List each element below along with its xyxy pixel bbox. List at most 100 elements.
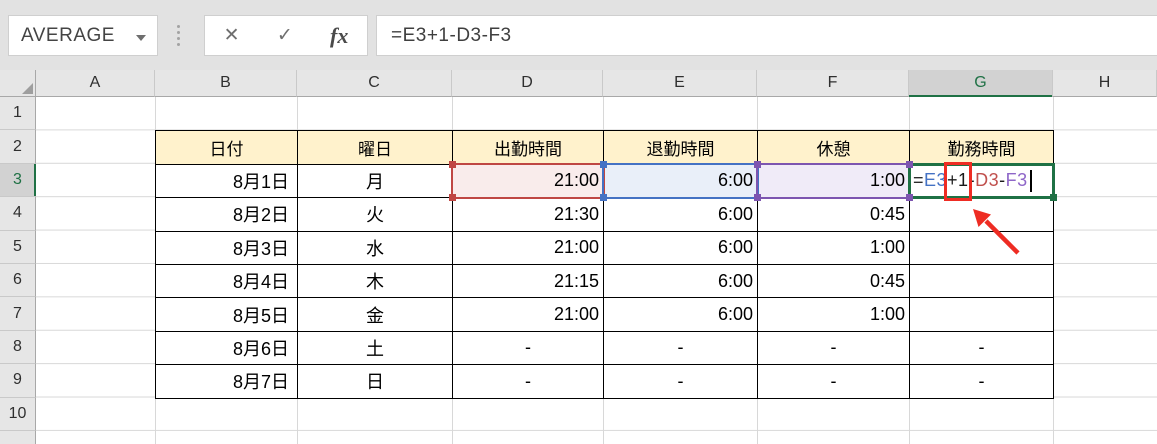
cell-C3[interactable]: 月: [298, 164, 453, 199]
cell-B2[interactable]: 日付: [156, 131, 298, 165]
range-handle[interactable]: [754, 194, 761, 202]
cell-E3-value: 6:00: [717, 170, 753, 191]
cell-D9[interactable]: -: [453, 365, 604, 399]
column-header-E[interactable]: E: [603, 70, 757, 97]
name-box-value: AVERAGE: [21, 24, 115, 46]
cell-E8[interactable]: -: [604, 331, 758, 366]
cell-F2[interactable]: 休憩: [758, 131, 910, 165]
cell-E7[interactable]: 6:00: [604, 298, 758, 332]
cell-B3[interactable]: 8月1日: [156, 164, 298, 199]
fill-handle[interactable]: [1050, 194, 1057, 202]
text-cursor: [1029, 169, 1032, 192]
formula-run-ref-D3: D3: [975, 170, 1000, 191]
cell-B9[interactable]: 8月7日: [156, 365, 298, 399]
row-header-9[interactable]: 9: [0, 364, 36, 398]
row-header-4[interactable]: 4: [0, 197, 36, 231]
select-all-corner[interactable]: [0, 70, 36, 97]
cell-G3-formula[interactable]: = E3 +1 - D3 - F3: [908, 162, 1057, 202]
cell-B8[interactable]: 8月6日: [156, 331, 298, 366]
cell-D4[interactable]: 21:30: [453, 198, 604, 232]
row-headers: 1 2 3 4 5 6 7 8 9 10: [0, 97, 36, 444]
cell-F9[interactable]: -: [758, 365, 910, 399]
worksheet: A B C D E F G H 1 2 3 4 5 6 7 8 9 10 日付 …: [0, 70, 1157, 444]
cell-C9[interactable]: 日: [298, 365, 453, 399]
cell-F3[interactable]: 1:00: [754, 160, 913, 202]
formula-bar-input[interactable]: =E3+1-D3-F3: [376, 15, 1157, 56]
cell-F5[interactable]: 1:00: [758, 231, 910, 265]
cell-E6[interactable]: 6:00: [604, 264, 758, 299]
formula-run-ref-E3: E3: [924, 170, 948, 191]
cell-B5[interactable]: 8月3日: [156, 231, 298, 265]
name-box[interactable]: AVERAGE: [8, 15, 158, 56]
insert-function-icon[interactable]: fx: [330, 22, 349, 48]
cell-G9[interactable]: -: [910, 365, 1054, 399]
row-header-1[interactable]: 1: [0, 97, 36, 131]
cell-B4[interactable]: 8月2日: [156, 198, 298, 232]
column-header-B[interactable]: B: [155, 70, 297, 97]
formula-run: -: [999, 170, 1006, 191]
cell-G6[interactable]: [910, 264, 1054, 299]
cell-D7[interactable]: 21:00: [453, 298, 604, 332]
cancel-icon[interactable]: ✕: [223, 25, 240, 46]
cell-C4[interactable]: 火: [298, 198, 453, 232]
column-header-C[interactable]: C: [297, 70, 452, 97]
row-header-10[interactable]: 10: [0, 397, 36, 431]
range-handle[interactable]: [906, 160, 913, 168]
formula-buttons: ✕ ✓ fx: [204, 15, 368, 56]
cell-G4[interactable]: [910, 198, 1054, 232]
column-header-G[interactable]: G: [909, 70, 1053, 97]
formula-run: -: [968, 170, 976, 191]
cell-E5[interactable]: 6:00: [604, 231, 758, 265]
name-box-dropdown-icon[interactable]: [136, 35, 146, 41]
column-header-A[interactable]: A: [36, 70, 155, 97]
range-handle[interactable]: [449, 160, 456, 168]
cell-D6[interactable]: 21:15: [453, 264, 604, 299]
range-handle[interactable]: [449, 194, 456, 202]
column-header-F[interactable]: F: [757, 70, 909, 97]
cell-C8[interactable]: 土: [298, 331, 453, 366]
cell-D3[interactable]: 21:00: [449, 160, 607, 202]
cell-E4[interactable]: 6:00: [604, 198, 758, 232]
formula-bar-strip: AVERAGE ✕ ✓ fx =E3+1-D3-F3: [0, 0, 1157, 70]
enter-icon[interactable]: ✓: [276, 25, 293, 46]
column-header-D[interactable]: D: [452, 70, 603, 97]
cell-F6[interactable]: 0:45: [758, 264, 910, 299]
row-header-partial: [0, 430, 36, 444]
row-header-2[interactable]: 2: [0, 130, 36, 164]
cell-C2[interactable]: 曜日: [298, 131, 453, 165]
row-header-8[interactable]: 8: [0, 330, 36, 365]
column-header-H[interactable]: H: [1053, 70, 1157, 97]
cell-B7[interactable]: 8月5日: [156, 298, 298, 332]
range-handle[interactable]: [754, 160, 761, 168]
cell-C7[interactable]: 金: [298, 298, 453, 332]
cell-G5[interactable]: [910, 231, 1054, 265]
cell-C6[interactable]: 木: [298, 264, 453, 299]
cell-D8[interactable]: -: [453, 331, 604, 366]
formula-bar-text: =E3+1-D3-F3: [391, 24, 512, 46]
cell-G2[interactable]: 勤務時間: [910, 131, 1054, 165]
row-header-3[interactable]: 3: [0, 163, 36, 198]
select-all-triangle-icon: [22, 83, 33, 94]
cell-E9[interactable]: -: [604, 365, 758, 399]
formula-bar-divider-dots: [177, 25, 180, 28]
cell-D3-value: 21:00: [553, 170, 599, 191]
range-handle[interactable]: [600, 160, 607, 168]
range-handle[interactable]: [906, 194, 913, 202]
cell-D2[interactable]: 出勤時間: [453, 131, 604, 165]
cell-E3[interactable]: 6:00: [600, 160, 761, 202]
cell-B6[interactable]: 8月4日: [156, 264, 298, 299]
cell-F7[interactable]: 1:00: [758, 298, 910, 332]
range-handle[interactable]: [600, 194, 607, 202]
cell-E2[interactable]: 退勤時間: [604, 131, 758, 165]
row-header-7[interactable]: 7: [0, 297, 36, 331]
cell-D5[interactable]: 21:00: [453, 231, 604, 265]
cell-G7[interactable]: [910, 298, 1054, 332]
row-header-5[interactable]: 5: [0, 230, 36, 264]
row-header-6[interactable]: 6: [0, 263, 36, 298]
timesheet-table: 日付 曜日 出勤時間 退勤時間 休憩 勤務時間 8月1日 月 21:00 6:0…: [155, 130, 1057, 399]
cell-G8[interactable]: -: [910, 331, 1054, 366]
cell-F8[interactable]: -: [758, 331, 910, 366]
cell-C5[interactable]: 水: [298, 231, 453, 265]
cell-F4[interactable]: 0:45: [758, 198, 910, 232]
column-headers: A B C D E F G H: [36, 70, 1157, 97]
